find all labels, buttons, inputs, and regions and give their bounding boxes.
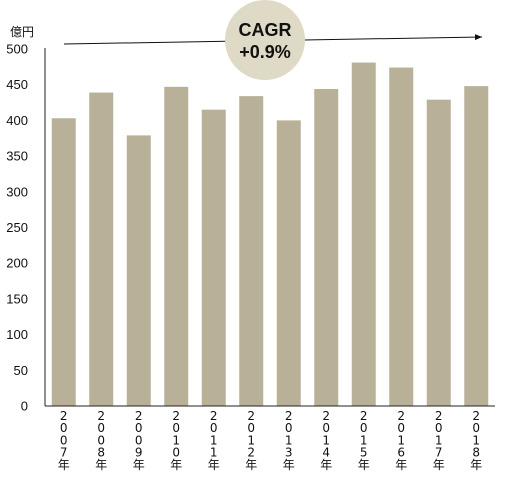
y-tick-label: 100 (6, 327, 28, 342)
bar-2016年 (389, 67, 414, 407)
bar-2011年 (201, 109, 226, 406)
y-axis-ticks: 0 50 100 150 200 250 300 350 400 450 500 (6, 42, 28, 414)
y-tick-label: 0 (21, 399, 28, 414)
bar-2009年 (126, 135, 151, 407)
y-tick-label: 250 (6, 220, 28, 235)
bar-2013年 (276, 120, 301, 407)
cagr-badge: CAGR +0.9% (225, 0, 305, 80)
bar-2007年 (51, 118, 76, 407)
cagr-badge-line2: +0.9% (239, 42, 291, 62)
bar-2017年 (426, 99, 451, 406)
x-axis-labels: 2 0 0 7 年 2 0 0 8 年 2 0 0 9 年 2 0 1 0 年 2 0 1 1 年 2 0 1 2 年 2 0 1 3 年 2 0 1 4 年… (58, 409, 483, 472)
y-tick-label: 200 (6, 256, 28, 271)
bar-2008年 (89, 92, 114, 406)
y-tick-label: 150 (6, 291, 28, 306)
y-axis-unit-label: 億円 (10, 25, 34, 39)
bar-2015年 (351, 62, 376, 406)
bar-2012年 (239, 96, 264, 407)
cagr-badge-line1: CAGR (239, 20, 292, 40)
y-tick-label: 300 (6, 184, 28, 199)
y-tick-label: 350 (6, 149, 28, 164)
bar-2018年 (464, 86, 489, 407)
bar-series (51, 62, 489, 407)
y-tick-label: 500 (6, 42, 28, 57)
bar-2010年 (164, 86, 189, 406)
cagr-badge-circle (225, 0, 305, 80)
y-tick-label: 50 (14, 363, 28, 378)
y-tick-label: 450 (6, 77, 28, 92)
bar-2014年 (314, 88, 339, 406)
y-tick-label: 400 (6, 113, 28, 128)
